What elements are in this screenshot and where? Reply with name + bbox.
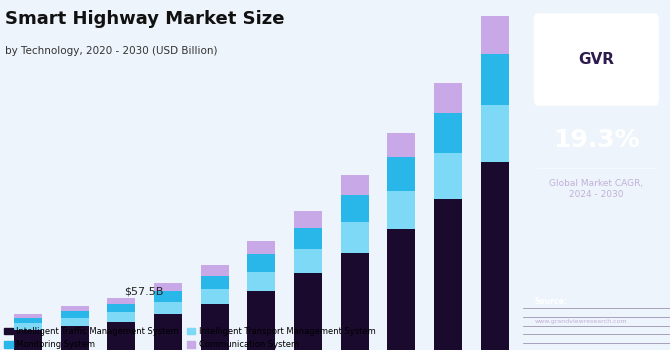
Bar xyxy=(387,133,415,158)
Text: Source:: Source: xyxy=(535,296,567,306)
Bar xyxy=(14,318,42,323)
Bar xyxy=(434,199,462,350)
FancyBboxPatch shape xyxy=(535,14,658,105)
Bar xyxy=(294,249,322,273)
Bar xyxy=(107,304,135,312)
Text: GRAND VIEW RESEARCH: GRAND VIEW RESEARCH xyxy=(553,92,639,97)
Bar xyxy=(387,229,415,350)
Bar xyxy=(200,276,228,289)
Bar xyxy=(480,54,509,105)
Bar xyxy=(154,302,182,314)
Bar xyxy=(14,330,42,350)
Bar xyxy=(480,16,509,54)
Bar xyxy=(61,311,88,318)
Bar xyxy=(14,323,42,330)
Bar xyxy=(14,314,42,318)
Bar xyxy=(200,265,228,276)
Bar xyxy=(340,175,369,195)
Bar xyxy=(387,191,415,229)
Bar xyxy=(294,273,322,350)
Bar xyxy=(434,153,462,199)
Bar xyxy=(154,291,182,302)
Bar xyxy=(247,241,275,254)
Bar xyxy=(200,289,228,304)
Bar xyxy=(61,326,88,350)
Bar xyxy=(247,291,275,350)
Bar xyxy=(247,272,275,291)
Bar xyxy=(61,306,88,311)
Bar xyxy=(434,83,462,113)
Bar xyxy=(107,322,135,350)
Bar xyxy=(107,312,135,322)
Bar xyxy=(294,211,322,228)
Bar xyxy=(107,298,135,304)
Text: GVR: GVR xyxy=(578,52,614,67)
Bar xyxy=(61,318,88,326)
Bar xyxy=(247,254,275,272)
Bar xyxy=(200,304,228,350)
Bar xyxy=(480,105,509,162)
Bar xyxy=(480,162,509,350)
Text: by Technology, 2020 - 2030 (USD Billion): by Technology, 2020 - 2030 (USD Billion) xyxy=(5,46,218,56)
Bar xyxy=(340,253,369,350)
Text: 19.3%: 19.3% xyxy=(553,128,640,152)
Bar xyxy=(154,283,182,291)
Bar xyxy=(387,158,415,191)
Bar xyxy=(340,195,369,222)
Text: www.grandviewresearch.com: www.grandviewresearch.com xyxy=(535,320,627,324)
Bar xyxy=(340,222,369,253)
Bar xyxy=(154,314,182,350)
Text: $57.5B: $57.5B xyxy=(124,287,163,297)
Bar xyxy=(294,228,322,249)
Text: Global Market CAGR,
2024 - 2030: Global Market CAGR, 2024 - 2030 xyxy=(549,179,643,199)
Text: Smart Highway Market Size: Smart Highway Market Size xyxy=(5,10,285,28)
Legend: Intelligent Traffic Management System, Monitoring System, Intelligent Transport : Intelligent Traffic Management System, M… xyxy=(4,327,375,349)
Bar xyxy=(434,113,462,153)
